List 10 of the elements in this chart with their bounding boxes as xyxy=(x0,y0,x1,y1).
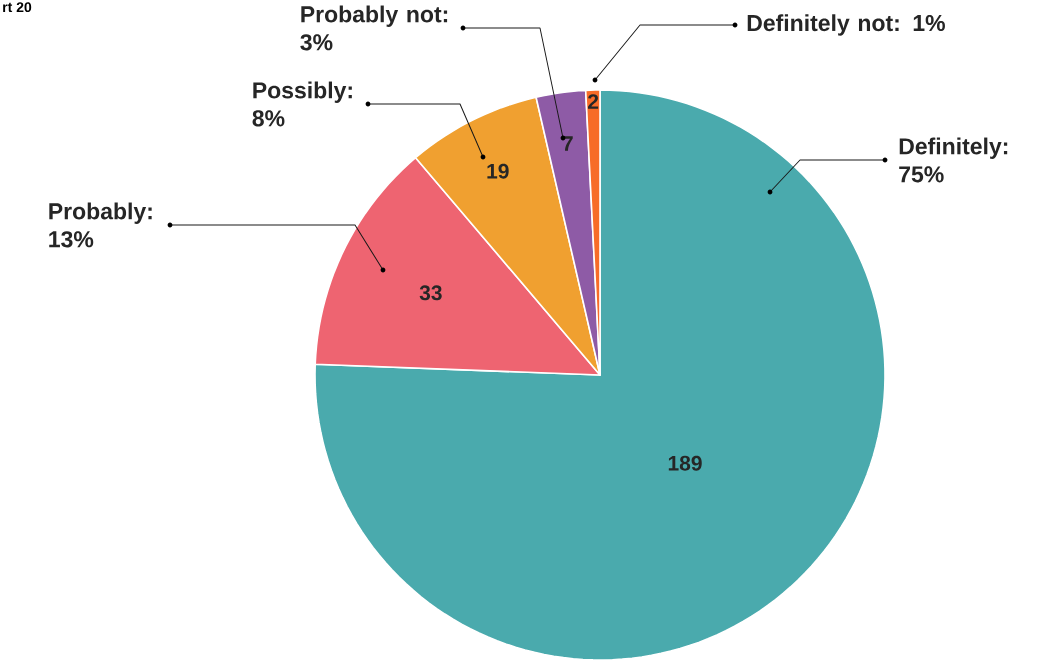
data-label: 189 xyxy=(668,455,702,471)
slice-label: Probably not: 3% xyxy=(300,5,448,51)
data-label: 33 xyxy=(419,285,442,301)
slice-label: Definitely: 75% xyxy=(899,137,1008,183)
data-label: 2 xyxy=(588,94,599,109)
chart-title: rt 20 xyxy=(3,2,32,13)
slice-label: Definitely not: 1% xyxy=(747,14,945,36)
slice-label: Probably: 13% xyxy=(49,202,152,248)
slice-label: Possibly: 8% xyxy=(252,81,352,127)
data-label: 19 xyxy=(487,163,509,179)
